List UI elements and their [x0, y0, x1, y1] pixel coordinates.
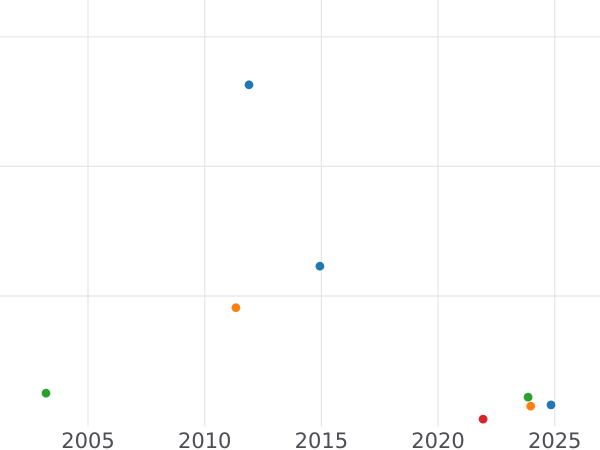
grid: [0, 0, 600, 427]
data-point: [478, 414, 488, 424]
x-tick-label: 2020: [411, 429, 464, 450]
x-tick-label: 2025: [528, 429, 581, 450]
data-point: [244, 80, 254, 90]
data-point: [231, 303, 241, 313]
points: [41, 80, 556, 424]
data-point: [523, 392, 533, 402]
data-point: [546, 400, 556, 410]
data-point: [41, 388, 51, 398]
data-point: [526, 401, 536, 411]
x-tick-label: 2005: [61, 429, 114, 450]
x-axis: 2005 2010 2015 2020 2025: [61, 429, 581, 450]
x-tick-label: 2015: [295, 429, 348, 450]
data-point: [315, 261, 325, 271]
x-tick-label: 2010: [178, 429, 231, 450]
